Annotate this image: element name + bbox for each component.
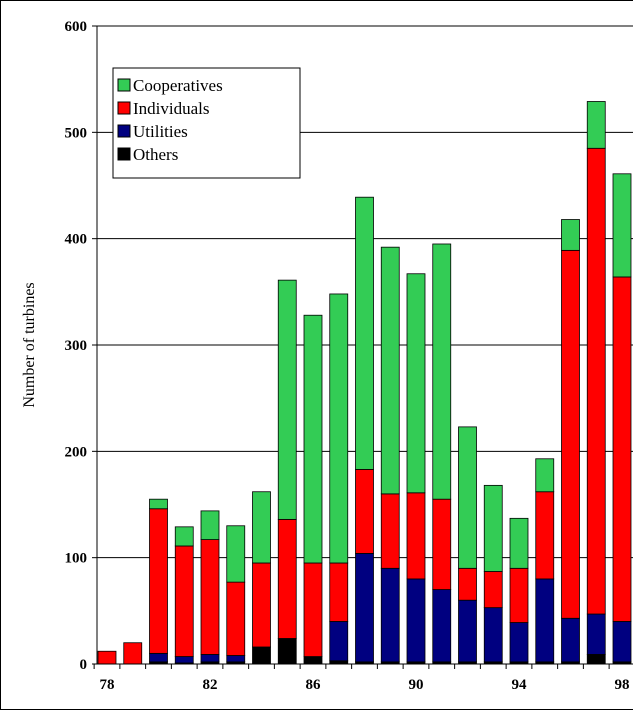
bar-segment — [536, 459, 554, 492]
bar-segment — [510, 623, 528, 662]
x-tick-label: 94 — [512, 677, 528, 693]
legend-swatch — [118, 125, 130, 137]
y-axis-label: Number of turbines — [21, 282, 38, 407]
bar-segment — [278, 280, 296, 519]
bar-segment — [613, 621, 631, 661]
bar-segment — [459, 427, 477, 568]
bar-segment — [175, 657, 193, 663]
x-tick-label: 78 — [100, 677, 115, 693]
y-tick-label: 0 — [80, 657, 88, 673]
bar-segment — [433, 590, 451, 662]
bar-segment — [459, 568, 477, 600]
y-tick-label: 500 — [65, 125, 88, 141]
bar-segment — [484, 485, 502, 571]
bar-segment — [330, 621, 348, 660]
bar-segment — [562, 220, 580, 251]
bar-segment — [536, 579, 554, 662]
bar-segment — [253, 647, 271, 664]
bar-segment — [175, 527, 193, 546]
bar-segment — [150, 509, 168, 654]
x-tick-label: 82 — [203, 677, 218, 693]
bar-segment — [484, 571, 502, 607]
y-tick-label: 600 — [65, 19, 88, 35]
bar-segment — [562, 618, 580, 662]
bar-segment — [510, 568, 528, 622]
bar-segment — [407, 579, 425, 662]
bar-segment — [407, 274, 425, 493]
bar-segment — [484, 608, 502, 662]
bar-segment — [227, 526, 245, 582]
bar-segment — [98, 651, 116, 664]
y-tick-label: 300 — [65, 338, 88, 354]
legend-label: Utilities — [133, 122, 188, 141]
bar-segment — [278, 519, 296, 638]
legend-label: Others — [133, 145, 178, 164]
bar-segment — [201, 654, 219, 661]
legend-swatch — [118, 79, 130, 91]
y-tick-label: 100 — [65, 551, 88, 567]
bar-segment — [253, 563, 271, 647]
bar-segment — [356, 469, 374, 553]
bar-segment — [278, 638, 296, 664]
bar-segment — [381, 247, 399, 494]
x-tick-label: 90 — [409, 677, 424, 693]
bar-segment — [381, 568, 399, 662]
bar-segment — [304, 657, 322, 664]
legend-label: Cooperatives — [133, 76, 223, 95]
bar-segment — [510, 518, 528, 568]
bar-segment — [227, 582, 245, 655]
legend-swatch — [118, 102, 130, 114]
bar-segment — [536, 492, 554, 579]
bar-segment — [407, 493, 425, 579]
bar-segment — [381, 494, 399, 568]
bar-segment — [613, 277, 631, 622]
bar-segment — [175, 546, 193, 657]
bar-segment — [587, 148, 605, 614]
bar-segment — [587, 101, 605, 148]
y-tick-label: 400 — [65, 232, 88, 248]
bar-segment — [459, 600, 477, 662]
bar-segment — [330, 563, 348, 621]
legend-swatch — [118, 148, 130, 160]
bar-segment — [304, 563, 322, 657]
bar-segment — [330, 294, 348, 563]
x-tick-label: 98 — [615, 677, 630, 693]
x-tick-label: 86 — [306, 677, 322, 693]
bar-segment — [227, 655, 245, 661]
bar-segment — [150, 653, 168, 662]
bar-segment — [201, 511, 219, 540]
bar-segment — [304, 315, 322, 563]
bar-segment — [613, 174, 631, 277]
bar-segment — [433, 499, 451, 589]
bar-segment — [356, 197, 374, 469]
bar-segment — [587, 614, 605, 654]
bar-segment — [124, 643, 142, 664]
bar-segment — [253, 492, 271, 563]
bar-segment — [433, 244, 451, 499]
y-tick-label: 200 — [65, 444, 88, 460]
legend-label: Individuals — [133, 99, 210, 118]
bar-segment — [587, 654, 605, 664]
bar-segment — [356, 553, 374, 661]
bar-segment — [150, 499, 168, 509]
bar-segment — [562, 250, 580, 618]
bar-segment — [201, 540, 219, 655]
